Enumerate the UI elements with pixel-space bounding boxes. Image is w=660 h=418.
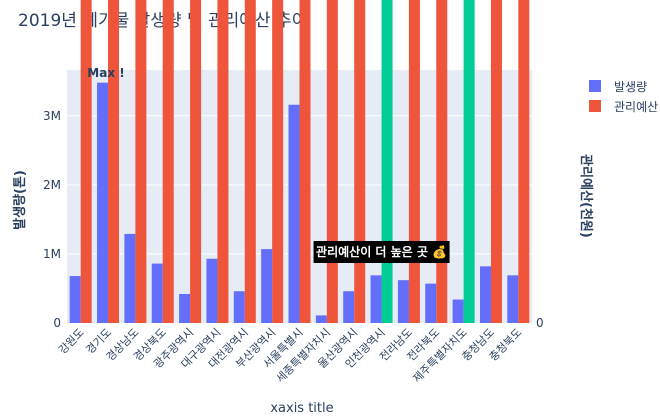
bar-발생량[interactable] [179,293,191,323]
bars-group [69,0,530,323]
bar-발생량[interactable] [507,275,519,323]
bar-관리예산[interactable] [108,0,120,323]
bar-관리예산[interactable] [381,0,393,323]
bar-관리예산[interactable] [190,0,202,323]
bar-관리예산[interactable] [135,0,147,323]
y2-axis-title: 관리예산(천원) [578,154,594,238]
bar-발생량[interactable] [206,258,218,323]
y-tick-label: 3M [43,109,61,123]
bar-관리예산[interactable] [299,0,311,323]
bar-관리예산[interactable] [326,0,338,323]
legend-item-관리예산[interactable]: 관리예산 [589,100,658,114]
bar-발생량[interactable] [288,104,300,323]
bar-발생량[interactable] [261,249,273,323]
y-axis-ticks: 0 1M 2M 3M [43,109,61,330]
x-axis-title: xaxis title [270,401,333,416]
legend-swatch [589,80,601,92]
legend-label: 관리예산 [614,100,658,114]
annotation-max: Max ! [87,66,124,80]
bar-관리예산[interactable] [162,0,174,323]
bar-관리예산[interactable] [272,0,284,323]
bar-관리예산[interactable] [518,0,530,323]
y-axis-title: 발생량(톤) [12,170,28,230]
annotation-text: 관리예산이 더 높은 곳 💰 [316,244,447,259]
bar-발생량[interactable] [425,283,437,323]
y-tick-label: 2M [43,178,61,192]
x-axis-ticks: 강원도경기도경상남도경상북도광주광역시대구광역시대전광역시부산광역시서울특별시세… [56,325,524,385]
x-tick-label: 강원도 [56,326,87,357]
bar-발생량[interactable] [124,233,136,323]
bar-관리예산[interactable] [80,0,92,323]
bar-관리예산[interactable] [244,0,256,323]
bar-발생량[interactable] [69,276,81,323]
bar-관리예산[interactable] [463,0,475,323]
bar-발생량[interactable] [479,266,491,323]
bar-관리예산[interactable] [354,0,366,323]
bar-관리예산[interactable] [490,0,502,323]
legend[interactable]: 발생량 관리예산 [589,80,658,114]
bar-발생량[interactable] [315,315,327,323]
bar-발생량[interactable] [343,291,355,323]
bar-관리예산[interactable] [217,0,229,323]
bar-발생량[interactable] [370,275,382,323]
legend-label: 발생량 [614,80,647,94]
annotation-box [313,241,450,263]
bar-발생량[interactable] [151,263,163,323]
bar-관리예산[interactable] [408,0,420,323]
y2-axis-ticks: 00.5B1B1.5B2B2.5B3B [536,316,544,330]
annotations: Max ! 관리예산이 더 높은 곳 💰 [87,66,450,263]
annotation-budget-higher: 관리예산이 더 높은 곳 💰 [313,241,450,263]
y2-tick-label: 0 [536,316,544,330]
y-tick-label: 0 [53,316,61,330]
bar-관리예산[interactable] [436,0,448,323]
legend-swatch [589,100,601,112]
bar-발생량[interactable] [233,291,245,323]
bar-발생량[interactable] [397,280,409,323]
legend-item-발생량[interactable]: 발생량 [589,80,647,94]
y-tick-label: 1M [43,247,61,261]
bar-발생량[interactable] [452,299,464,323]
bar-발생량[interactable] [97,82,109,323]
